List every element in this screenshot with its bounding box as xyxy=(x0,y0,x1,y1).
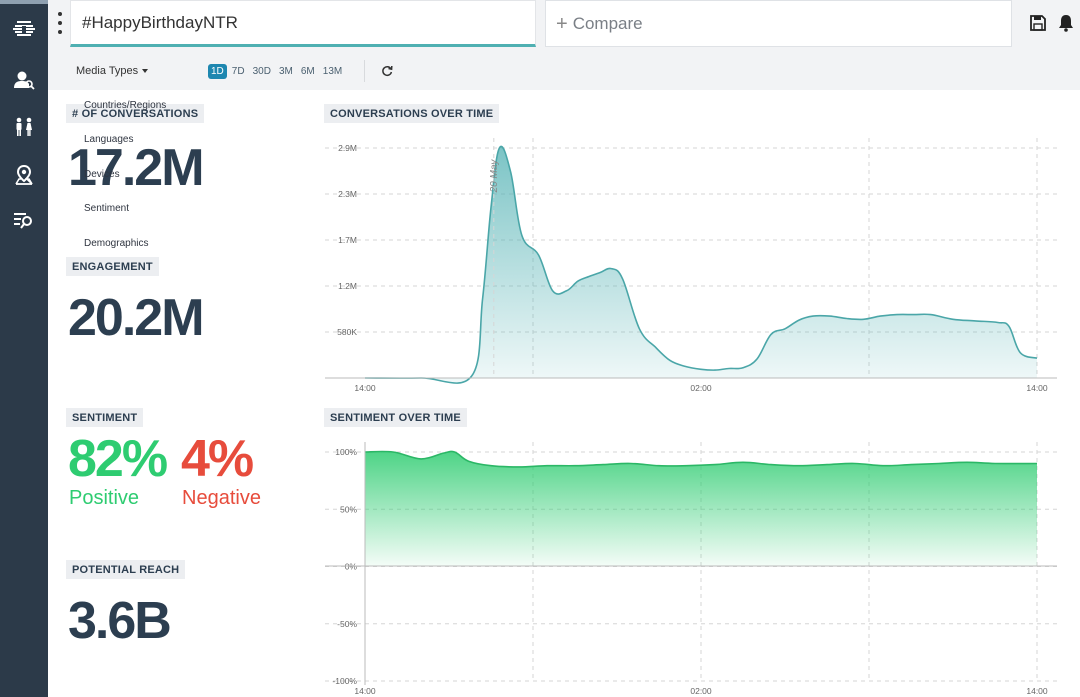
sidebar xyxy=(0,0,48,697)
reach-value: 3.6B xyxy=(68,592,172,650)
y-tick-label: -50% xyxy=(337,619,357,629)
more-options-icon[interactable] xyxy=(55,12,65,34)
y-tick-label: -100% xyxy=(332,676,357,686)
map-pin-icon xyxy=(15,164,33,185)
filter-item-languages[interactable]: Languages xyxy=(84,134,134,145)
time-range-selector: 1D 7D 30D 3M 6M 13M xyxy=(208,64,347,79)
media-types-dropdown[interactable]: Media Types xyxy=(76,65,149,77)
topbar: + Compare xyxy=(48,0,1080,52)
x-tick-label: 14:00 xyxy=(1026,686,1048,695)
search-input[interactable] xyxy=(71,1,535,44)
range-7d[interactable]: 7D xyxy=(231,66,245,77)
x-tick-label: 02:00 xyxy=(690,686,712,695)
sidebar-item-home[interactable] xyxy=(0,12,48,46)
divider xyxy=(364,60,365,82)
plus-icon: + xyxy=(556,12,568,35)
series-area xyxy=(365,146,1037,384)
sentiment-label: SENTIMENT xyxy=(66,408,144,427)
media-types-label: Media Types xyxy=(76,65,139,77)
filter-item-countries[interactable]: Countries/Regions xyxy=(84,100,167,111)
y-tick-label: 1.7M xyxy=(338,235,357,245)
conversations-chart-title: CONVERSATIONS OVER TIME xyxy=(324,104,500,123)
user-search-icon xyxy=(14,71,35,90)
engagement-value: 20.2M xyxy=(68,289,205,347)
annotation-label: 20 May xyxy=(489,159,500,194)
search-box xyxy=(70,0,536,47)
y-tick-label: 100% xyxy=(335,447,357,457)
x-tick-label: 14:00 xyxy=(1026,383,1048,392)
range-3m[interactable]: 3M xyxy=(278,66,293,77)
sentiment-chart-title: SENTIMENT OVER TIME xyxy=(324,408,467,427)
y-tick-label: 50% xyxy=(340,504,357,514)
y-tick-label: 580K xyxy=(337,327,357,337)
conversations-chart: 580K 1.2M 1.7M 2.3M 2.9M 14:00 02:00 14:00 20 Ma… xyxy=(325,138,1057,392)
range-13m[interactable]: 13M xyxy=(322,66,343,77)
x-tick-label: 14:00 xyxy=(354,686,376,695)
conversations-value: 17.2M xyxy=(68,139,205,197)
sidebar-item-demographics[interactable] xyxy=(0,110,48,144)
negative-label: Negative xyxy=(182,487,261,509)
compare-button[interactable]: + Compare xyxy=(545,0,1012,47)
refresh-icon[interactable] xyxy=(381,65,393,77)
save-icon[interactable] xyxy=(1029,14,1047,32)
x-tick-label: 02:00 xyxy=(690,383,712,392)
compare-label: Compare xyxy=(572,13,643,33)
filter-item-demographics[interactable]: Demographics xyxy=(84,238,149,249)
y-tick-label: 2.9M xyxy=(338,143,357,153)
sidebar-item-audience[interactable] xyxy=(0,63,48,97)
filter-item-sentiment[interactable]: Sentiment xyxy=(84,203,130,214)
filter-item-devices[interactable]: Devices xyxy=(84,169,120,180)
range-6m[interactable]: 6M xyxy=(300,66,315,77)
sidebar-item-search-list[interactable] xyxy=(0,203,48,237)
engagement-label: ENGAGEMENT xyxy=(66,257,159,276)
bell-icon[interactable] xyxy=(1057,14,1075,32)
list-search-icon xyxy=(14,213,32,229)
series-line xyxy=(364,145,1038,384)
positive-value: 82% xyxy=(68,430,168,488)
caret-down-icon xyxy=(142,69,149,74)
negative-value: 4% xyxy=(181,430,254,488)
y-tick-label: 1.2M xyxy=(338,281,357,291)
filter-bar: Media Types 1D 7D 30D 3M 6M 13M xyxy=(48,52,1080,90)
sentiment-chart: 100%50%0%-50%-100%14:00 02:00 14:00 xyxy=(325,442,1057,695)
series-line xyxy=(364,450,1038,468)
series-area xyxy=(365,451,1037,567)
y-tick-label: 2.3M xyxy=(338,189,357,199)
people-icon xyxy=(16,117,32,136)
conversations-label: # OF CONVERSATIONS xyxy=(66,104,205,123)
reach-label: POTENTIAL REACH xyxy=(66,560,186,579)
positive-label: Positive xyxy=(69,487,140,509)
brand-logo-icon xyxy=(13,21,35,36)
sidebar-item-locations[interactable] xyxy=(0,158,48,192)
x-tick-label: 14:00 xyxy=(354,383,376,392)
range-1d[interactable]: 1D xyxy=(208,64,227,79)
range-30d[interactable]: 30D xyxy=(252,66,271,77)
